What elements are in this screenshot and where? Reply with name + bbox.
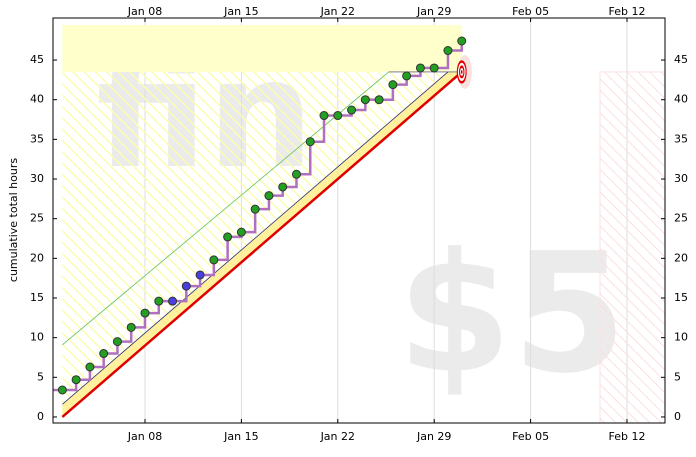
- x-tick-label: Jan 29: [416, 430, 451, 443]
- x-tick-label: Feb 05: [512, 5, 549, 18]
- y-tick-label: 30: [674, 172, 688, 185]
- y-tick-label: 0: [674, 410, 681, 423]
- y-tick-label: 10: [30, 331, 44, 344]
- data-point: [347, 105, 357, 115]
- x-tick-label: Jan 08: [127, 5, 162, 18]
- data-point: [264, 191, 274, 201]
- data-point: [140, 308, 150, 318]
- data-point: [374, 95, 384, 105]
- data-point: [126, 322, 136, 332]
- data-point: [429, 63, 439, 73]
- y-tick-label: 0: [37, 410, 44, 423]
- data-point: [291, 169, 301, 179]
- step-segment: [241, 209, 257, 234]
- upper-line: [62, 71, 449, 405]
- data-point: [85, 362, 95, 372]
- plot-border: [52, 17, 666, 424]
- y-tick-label: 20: [674, 251, 688, 264]
- step-segment: [310, 115, 326, 143]
- data-point: [443, 46, 453, 56]
- x-tick-label: Jan 15: [223, 5, 258, 18]
- x-tick-label: Feb 12: [608, 5, 645, 18]
- y-tick-label: 20: [30, 251, 44, 264]
- y-tick-label: 25: [30, 212, 44, 225]
- x-tick-label: Jan 08: [127, 430, 162, 443]
- y-tick-label: 30: [30, 172, 44, 185]
- data-point: [415, 63, 425, 73]
- step-segment: [434, 50, 450, 70]
- data-point: [209, 255, 219, 265]
- data-point: [168, 296, 178, 306]
- x-tick-label: Jan 22: [320, 5, 355, 18]
- step-segment: [379, 84, 395, 101]
- y-tick-label: 40: [674, 93, 688, 106]
- data-point: [112, 337, 122, 347]
- y-tick-label: 15: [30, 291, 44, 304]
- y-tick-label: 5: [674, 370, 681, 383]
- target: [460, 69, 463, 74]
- y-tick-label: 25: [674, 212, 688, 225]
- data-point: [223, 232, 233, 242]
- y-tick-label: 5: [37, 370, 44, 383]
- x-tick-label: Jan 29: [416, 5, 451, 18]
- y-axis-label: cumulative total hours: [7, 158, 20, 282]
- y-tick-label: 10: [674, 331, 688, 344]
- penalty-region: [599, 71, 665, 423]
- data-point: [457, 36, 467, 46]
- x-tick-label: Feb 05: [512, 430, 549, 443]
- data-point: [360, 95, 370, 105]
- plot-area: fin$5: [53, 18, 665, 423]
- data-point: [333, 111, 343, 121]
- step-segment: [200, 259, 216, 277]
- data-point: [71, 375, 81, 385]
- y-tick-label: 35: [30, 132, 44, 145]
- horizon-band: [62, 25, 462, 72]
- x-tick-label: Feb 12: [608, 430, 645, 443]
- step-segment: [117, 327, 133, 343]
- y-tick-label: 45: [674, 53, 688, 66]
- data-point: [181, 281, 191, 291]
- y-tick-label: 35: [674, 132, 688, 145]
- data-point: [57, 385, 67, 395]
- step-segment: [131, 313, 147, 329]
- road-line: [61, 70, 463, 418]
- data-point: [99, 349, 109, 359]
- watermark: $5: [397, 217, 627, 409]
- data-point: [388, 80, 398, 90]
- step-segment: [296, 141, 312, 176]
- step-segment: [213, 236, 229, 262]
- y-tick-label: 40: [30, 93, 44, 106]
- data-point: [402, 71, 412, 81]
- data-point: [305, 137, 315, 147]
- x-tick-label: Jan 15: [223, 430, 258, 443]
- data-point: [195, 270, 205, 280]
- data-point: [154, 296, 164, 306]
- step-segment: [172, 286, 188, 303]
- data-point: [278, 182, 288, 192]
- y-tick-label: 45: [30, 53, 44, 66]
- y-tick-label: 15: [674, 291, 688, 304]
- data-point: [319, 111, 329, 121]
- data-point: [250, 204, 260, 214]
- x-tick-label: Jan 22: [320, 430, 355, 443]
- data-point: [236, 227, 246, 237]
